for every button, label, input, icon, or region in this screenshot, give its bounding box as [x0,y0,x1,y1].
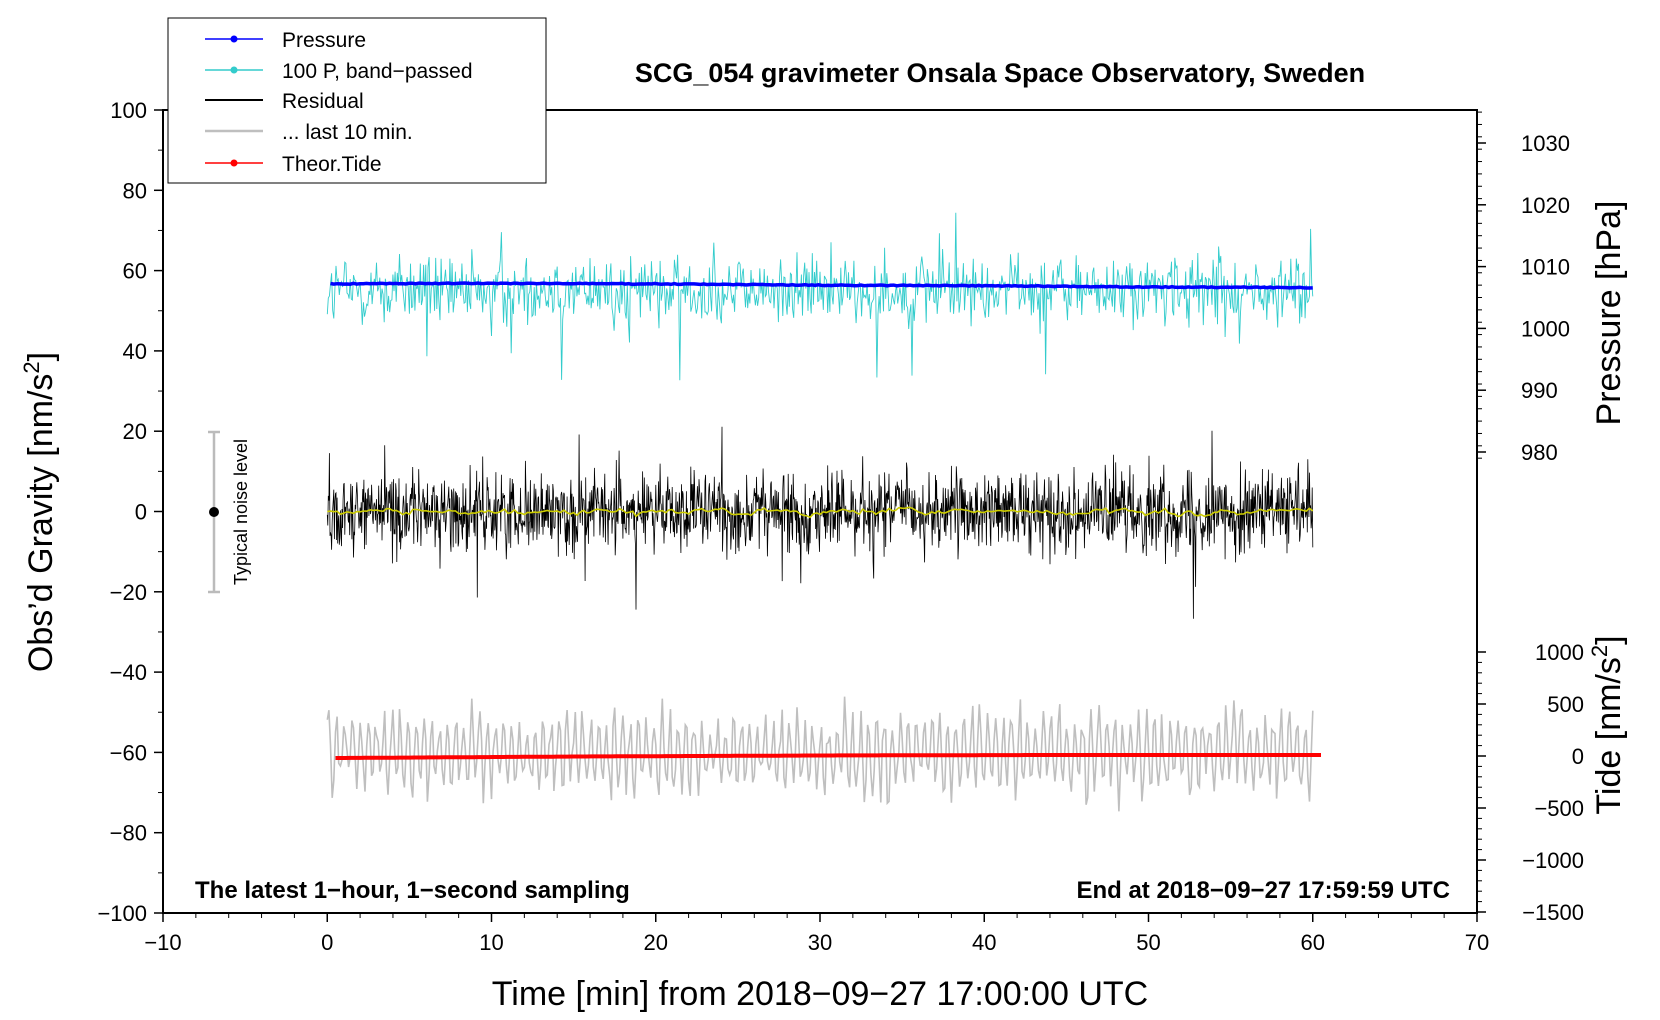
pressure-tick-label: 1010 [1521,255,1570,280]
legend-marker-theoretical-tide [230,159,238,167]
y-tick-label: −100 [97,901,147,926]
y-tick-label: 40 [123,339,147,364]
tide-tick-label: 0 [1572,744,1584,769]
legend-marker-pressure [230,35,238,43]
tide-tick-label: −1000 [1522,848,1584,873]
pressure-tick-label: 990 [1521,378,1558,403]
legend-item-pressure: Pressure [205,29,366,52]
x-tick-label: 20 [644,930,668,955]
legend-label-theoretical-tide: Theor.Tide [282,153,382,176]
pressure-tick-label: 1030 [1521,131,1570,156]
y-axis-gravity: 100 80 60 40 20 0 −20 −40 −60 −80 −100 [97,98,163,926]
x-tick-label: 50 [1136,930,1160,955]
y-tick-label: 0 [135,500,147,525]
y-axis-pressure: 1030 1020 1010 1000 990 980 [1476,110,1570,470]
series-bandpassed-pressure [326,212,1314,381]
bandpassed-pressure-line [326,212,1314,381]
noise-label: Typical noise level [231,439,251,585]
legend-item-residual: Residual [205,90,364,113]
x-tick-label: 10 [479,930,503,955]
pressure-tick-label: 980 [1521,440,1558,465]
theoretical-tide-line [335,753,1321,760]
legend-item-bandpassed: 100 P, band−passed [205,60,473,83]
residual-line [326,426,1314,619]
series-residual [326,426,1314,619]
x-tick-label: 0 [321,930,333,955]
y-tick-label: −20 [110,580,147,605]
last-10-min-line [326,696,1314,812]
series-residual-smoothed [327,506,1314,519]
tide-tick-label: 500 [1547,692,1584,717]
legend-item-last-10-min: ... last 10 min. [205,121,413,144]
x-axis: −10 0 10 20 30 40 50 60 70 [144,913,1489,955]
typical-noise-level: Typical noise level [208,430,251,594]
legend-label-last-10-min: ... last 10 min. [282,121,413,144]
y-tick-label: 80 [123,178,147,203]
legend-label-bandpassed: 100 P, band−passed [282,60,473,83]
y-tick-label: 20 [123,419,147,444]
x-tick-label: −10 [144,930,181,955]
x-axis-label: Time [min] from 2018−09−27 17:00:00 UTC [492,975,1148,1013]
x-tick-label: 30 [808,930,832,955]
legend-marker-bandpassed [230,66,238,74]
y-axis-label-tide: Tide [nm/s2] [1587,635,1628,814]
residual-smoothed-line [327,506,1314,519]
y-axis-label-pressure: Pressure [hPa] [1590,201,1628,426]
annotation-end-time: End at 2018−09−27 17:59:59 UTC [1076,877,1450,904]
legend: Pressure 100 P, band−passed Residual ...… [167,17,547,184]
pressure-tick-label: 1000 [1521,316,1570,341]
tide-tick-label: −500 [1534,796,1584,821]
series-last-10-min [326,696,1314,812]
legend-label-residual: Residual [282,90,364,113]
y-tick-label: 60 [123,259,147,284]
pressure-line [330,281,1313,290]
x-tick-label: 60 [1301,930,1325,955]
series-theoretical-tide [335,753,1321,760]
y-tick-label: −80 [110,821,147,846]
series-pressure [330,281,1313,290]
y-tick-label: 100 [110,98,147,123]
y-axis-tide: 1000 500 0 −500 −1000 −1500 [1477,640,1584,925]
x-tick-label: 40 [972,930,996,955]
chart-title: SCG_054 gravimeter Onsala Space Observat… [635,58,1365,88]
tide-tick-label: 1000 [1535,640,1584,665]
pressure-tick-label: 1020 [1521,193,1570,218]
legend-item-theoretical-tide: Theor.Tide [205,153,382,176]
annotation-sampling: The latest 1−hour, 1−second sampling [195,877,630,904]
y-axis-label-gravity: Obs’d Gravity [nm/s2] [19,352,60,672]
x-tick-label: 70 [1465,930,1489,955]
tide-tick-label: −1500 [1522,900,1584,925]
y-tick-label: −60 [110,740,147,765]
y-tick-label: −40 [110,660,147,685]
noise-center-dot [209,507,219,517]
legend-label-pressure: Pressure [282,29,366,52]
